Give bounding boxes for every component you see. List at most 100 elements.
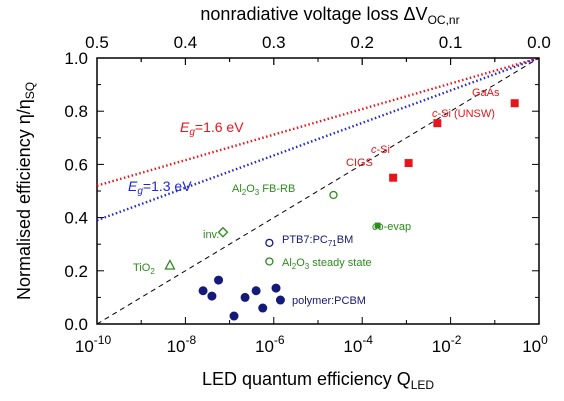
x-tick-label: 10-6 bbox=[255, 333, 285, 356]
x-tick-label-base: 10 bbox=[255, 337, 274, 356]
x-tick-label: 100 bbox=[522, 333, 548, 356]
y-tick-label: 0.8 bbox=[64, 102, 88, 121]
data-point-diamond bbox=[217, 226, 229, 238]
y-tick-label: 0.2 bbox=[64, 262, 88, 281]
data-point-polymer-pcbm bbox=[240, 292, 250, 302]
top-axis-title: nonradiative voltage loss ΔVOC,nr bbox=[200, 4, 459, 27]
x-tick-label-base: 10 bbox=[343, 337, 362, 356]
data-point-open-circle bbox=[265, 257, 274, 266]
label-text-part: BM bbox=[337, 234, 354, 246]
label-eg-13-sub: g bbox=[137, 186, 143, 197]
label-text-part: -Si bbox=[377, 144, 390, 156]
x-axis-title: LED quantum efficiency QLED bbox=[202, 369, 434, 392]
x-tick-label: 10-4 bbox=[343, 333, 373, 356]
y-tick-label: 1.0 bbox=[64, 49, 88, 68]
y-tick-label: 0.4 bbox=[64, 209, 88, 228]
x-tick-label-exp: -2 bbox=[451, 333, 462, 347]
data-point-polymer-pcbm bbox=[207, 291, 217, 301]
label-eg-16-rest: =1.6 eV bbox=[195, 119, 244, 135]
label-text-part: inv. bbox=[203, 229, 219, 241]
label-text-part: 2 bbox=[150, 267, 155, 276]
data-point-polymer-pcbm bbox=[271, 283, 281, 293]
data-point-polymer-pcbm bbox=[258, 303, 268, 313]
reference-lines bbox=[96, 56, 540, 325]
label-text-part: Al bbox=[232, 183, 242, 195]
label-text-part: PTB7:PC bbox=[282, 234, 328, 246]
label-text-part: polymer:PCBM bbox=[292, 295, 366, 307]
top-tick-label: 0.3 bbox=[262, 33, 286, 52]
top-tick-label: 0.5 bbox=[85, 33, 109, 52]
data-point-polymer-pcbm bbox=[214, 275, 224, 285]
label-tio2: TiO2 bbox=[133, 262, 155, 276]
label-inv: inv. bbox=[203, 229, 219, 241]
x-tick-label-base: 10 bbox=[167, 337, 186, 356]
eg-1.3-limit-line bbox=[96, 56, 540, 222]
label-text-part: 3 bbox=[305, 262, 310, 271]
data-point-triangle bbox=[164, 259, 176, 270]
label-text-part: Al bbox=[282, 257, 292, 269]
top-tick-label: 0.1 bbox=[439, 33, 463, 52]
top-tick-label: 0.0 bbox=[527, 33, 551, 52]
x-tick-label-exp: -6 bbox=[274, 333, 285, 347]
y-axis-title-main: Normalised efficiency η/η bbox=[14, 99, 34, 300]
label-polymer: polymer:PCBM bbox=[292, 295, 366, 307]
data-point-polymer-pcbm bbox=[229, 311, 239, 321]
data-point-polymer-pcbm bbox=[198, 286, 208, 296]
label-al2o3-fbrb: Al2O3 FB-RB bbox=[232, 183, 295, 197]
label-text-part: 3 bbox=[255, 188, 260, 197]
label-text-part: c bbox=[432, 108, 438, 120]
radiative-limit-line bbox=[96, 57, 540, 325]
label-eg-13-rest: =1.3 eV bbox=[143, 178, 192, 194]
data-point-square bbox=[389, 173, 398, 182]
label-eg-16-main: E bbox=[180, 119, 190, 135]
label-eg-13: Eg=1.3 eV bbox=[128, 178, 192, 197]
label-coevap: co-evap bbox=[372, 221, 411, 233]
data-point-square bbox=[510, 99, 519, 108]
data-point-polymer-pcbm bbox=[275, 295, 285, 305]
label-text-part: FB-RB bbox=[259, 183, 295, 195]
x-tick-label-exp: -8 bbox=[186, 333, 197, 347]
x-axis-title-sub: LED bbox=[411, 378, 435, 392]
label-text-part: 71 bbox=[328, 239, 337, 248]
x-tick-label: 10-10 bbox=[75, 333, 112, 356]
x-tick-label-base: 10 bbox=[75, 337, 94, 356]
label-text-part: CIGS bbox=[346, 157, 373, 169]
label-text-part: -Si (UNSW) bbox=[438, 108, 495, 120]
data-point-open-circle bbox=[329, 190, 338, 200]
label-cigs: CIGS bbox=[346, 157, 373, 169]
label-text-part: O bbox=[246, 183, 255, 195]
x-tick-label: 10-8 bbox=[167, 333, 197, 356]
label-text-part: TiO bbox=[133, 262, 151, 274]
data-point-polymer-pcbm bbox=[251, 286, 261, 296]
label-eg-13-main: E bbox=[128, 178, 138, 194]
y-axis-title: Normalised efficiency η/ηSQ bbox=[14, 82, 37, 300]
x-tick-label-exp: 0 bbox=[541, 333, 548, 347]
label-gaas: GaAs bbox=[472, 87, 500, 99]
data-point-open-circle bbox=[265, 238, 274, 248]
eg-1.6-limit-line bbox=[96, 56, 540, 187]
data-point-square bbox=[404, 159, 413, 168]
top-axis-title-sub: OC,nr bbox=[428, 13, 460, 27]
label-text-part: O bbox=[296, 257, 305, 269]
x-tick-label-exp: -10 bbox=[94, 333, 112, 347]
label-text-part: c bbox=[371, 144, 377, 156]
label-text-part: 2 bbox=[242, 188, 247, 197]
label-csi-unsw: c-Si (UNSW) bbox=[432, 108, 495, 120]
data-point-square bbox=[374, 222, 381, 229]
label-ptb7: PTB7:PC71BM bbox=[282, 234, 353, 248]
label-text-part: co-evap bbox=[372, 221, 411, 233]
label-al2o3-ss: Al2O3 steady state bbox=[282, 257, 372, 271]
top-tick-label: 0.2 bbox=[350, 33, 374, 52]
top-axis-title-main: nonradiative voltage loss ΔV bbox=[200, 4, 427, 24]
y-tick-label: 0.0 bbox=[64, 315, 88, 334]
label-eg-16-sub: g bbox=[189, 127, 195, 138]
y-axis-title-sub: SQ bbox=[23, 82, 37, 99]
data-points bbox=[164, 99, 519, 321]
label-csi: c-Si bbox=[371, 144, 390, 156]
x-tick-label-exp: -4 bbox=[362, 333, 373, 347]
label-text-part: 2 bbox=[292, 262, 297, 271]
